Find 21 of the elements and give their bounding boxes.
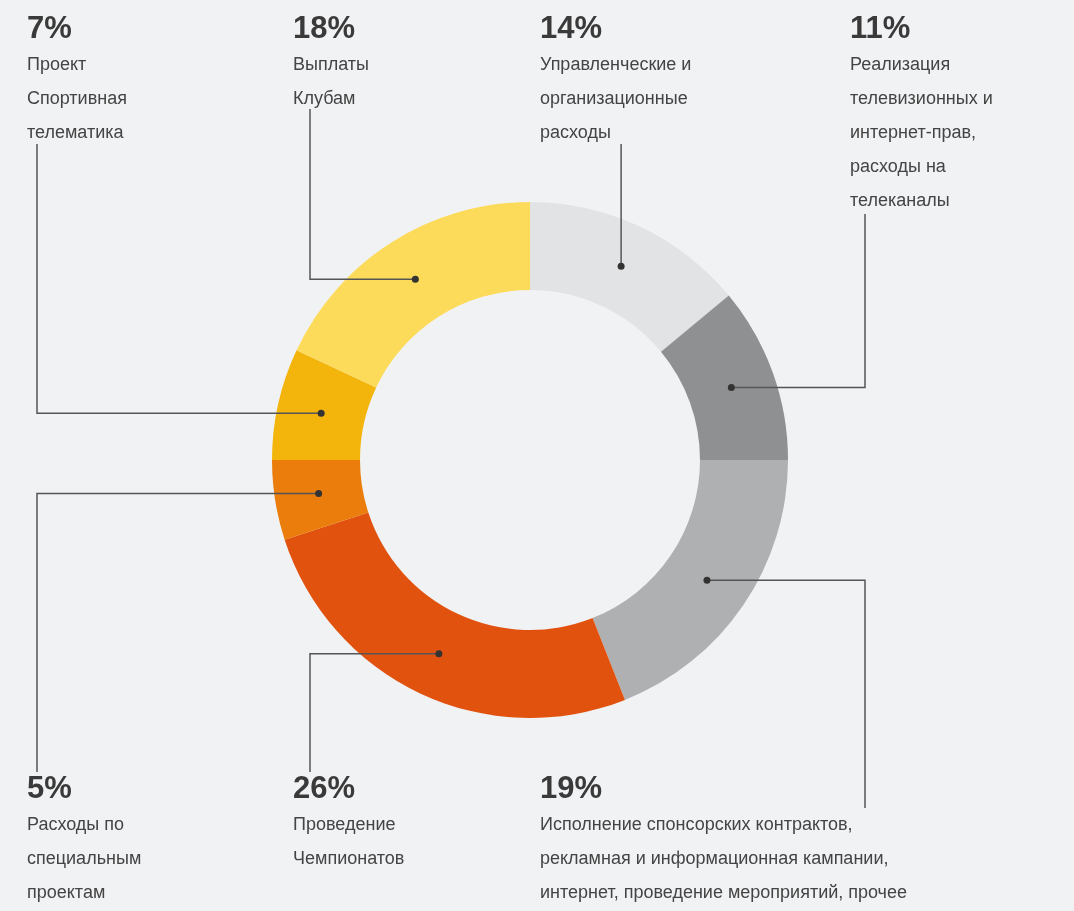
donut-slice [296,202,530,388]
slice-label: Расходы по специальным проектам [27,814,142,902]
donut-slice [592,460,788,700]
data-label: 7% [27,10,72,45]
slice-label: Исполнение спонсорских контрактов, рекламная и информационная кампании, интернет, проведение мероприятий, прочее [540,814,908,902]
slice-label: Управленческие и организационные расходы [540,54,692,142]
donut-slice [284,512,625,718]
data-label: 5% [27,770,72,805]
data-label: 14% [540,10,603,45]
slice-label: Реализация телевизионных и интернет-прав, расходы на телеканалы [850,54,993,210]
donut-slice [530,202,729,352]
donut-slice [272,350,377,460]
slice-label: Выплаты Клубам [293,54,369,108]
data-label: 26% [293,770,356,805]
data-label: 11% [850,10,911,45]
data-label: 19% [540,770,603,805]
data-label: 18% [293,10,356,45]
slice-label: Проект Спортивная телематика [27,54,127,142]
donut-slice [272,460,369,540]
slice-label: Проведение Чемпионатов [293,814,405,868]
donut-slice [660,295,788,460]
